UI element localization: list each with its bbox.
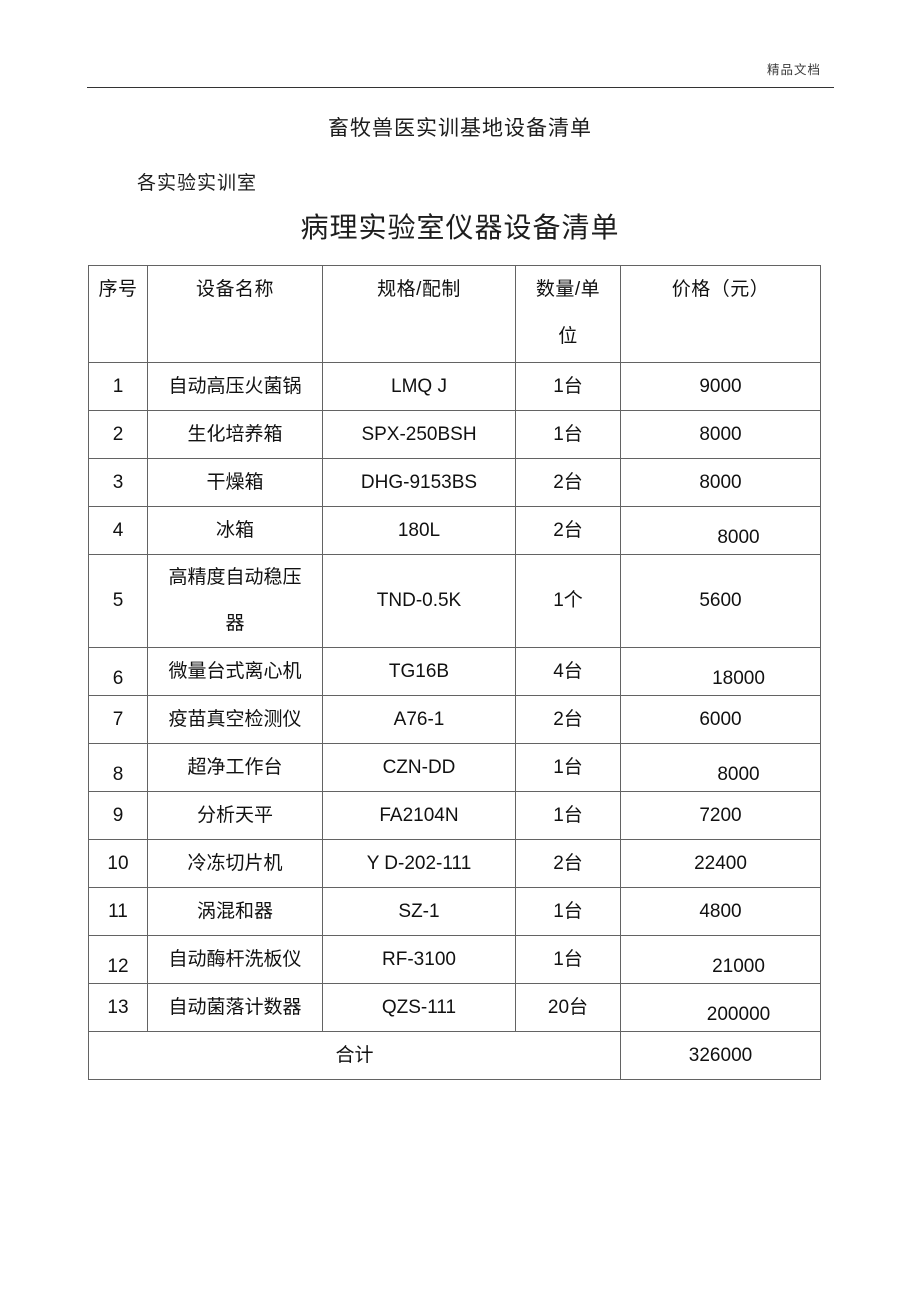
spec-cell: A76-1: [322, 695, 516, 744]
table-row: 11 涡混和器 SZ-1 1台 4800: [88, 887, 821, 936]
table-row: 12 自动酶杆洗板仪 RF-3100 1台 21000: [88, 935, 821, 984]
table-row: 9 分析天平 FA2104N 1台 7200: [88, 791, 821, 840]
header-cell-name: 设备名称: [147, 265, 323, 363]
spec-cell: 180L: [322, 506, 516, 555]
table-row: 3 干燥箱 DHG-9153BS 2台 8000: [88, 458, 821, 507]
row-index-cell: 3: [88, 458, 148, 507]
spec-cell: SPX-250BSH: [322, 410, 516, 459]
quantity-cell: 2台: [515, 458, 621, 507]
total-row: 合计 326000: [88, 1031, 821, 1080]
header-cell-index: 序号: [88, 265, 148, 363]
quantity-cell: 1台: [515, 887, 621, 936]
price-cell: 4800: [620, 887, 821, 936]
spec-cell: RF-3100: [322, 935, 516, 984]
total-price-cell: 326000: [620, 1031, 821, 1080]
table-row: 5 高精度自动稳压 器 TND-0.5K 1个 5600: [88, 554, 821, 648]
spec-cell: QZS-111: [322, 983, 516, 1032]
device-name-cell: 高精度自动稳压 器: [147, 554, 323, 648]
price-cell: 18000: [620, 647, 821, 696]
row-index-cell: 1: [88, 362, 148, 411]
row-index-cell: 9: [88, 791, 148, 840]
price-cell: 8000: [620, 506, 821, 555]
section-label: 各实验实训室: [137, 173, 258, 194]
price-cell: 200000: [620, 983, 821, 1032]
device-name-cell: 超净工作台: [147, 743, 323, 792]
table-row: 1 自动高压火菌锅 LMQ J 1台 9000: [88, 362, 821, 411]
spec-cell: SZ-1: [322, 887, 516, 936]
equipment-table-body: 1 自动高压火菌锅 LMQ J 1台 9000 2 生化培养箱 SPX-250BSH 1台 800…: [88, 362, 821, 1032]
spec-cell: FA2104N: [322, 791, 516, 840]
quantity-cell: 1台: [515, 791, 621, 840]
total-label-cell: 合计: [88, 1031, 621, 1080]
header-cell-price: 价格（元）: [620, 265, 821, 363]
table-header: 序号 设备名称 规格/配制 数量/单 位 价格（元）: [88, 265, 821, 363]
price-cell: 7200: [620, 791, 821, 840]
row-index-cell: 5: [88, 554, 148, 648]
header-cell-quantity: 数量/单 位: [515, 265, 621, 363]
table-row: 13 自动菌落计数器 QZS-111 20台 200000: [88, 983, 821, 1032]
table-title: 病理实验室仪器设备清单: [300, 212, 620, 243]
device-name-cell: 分析天平: [147, 791, 323, 840]
doc-title: 畜牧兽医实训基地设备清单: [328, 117, 592, 140]
device-name-cell: 自动高压火菌锅: [147, 362, 323, 411]
row-index-cell: 12: [88, 935, 148, 984]
table-row: 7 疫苗真空检测仪 A76-1 2台 6000: [88, 695, 821, 744]
price-cell: 22400: [620, 839, 821, 888]
spec-cell: TG16B: [322, 647, 516, 696]
device-name-cell: 生化培养箱: [147, 410, 323, 459]
row-index-cell: 13: [88, 983, 148, 1032]
row-index-cell: 7: [88, 695, 148, 744]
spec-cell: TND-0.5K: [322, 554, 516, 648]
device-name-cell: 微量台式离心机: [147, 647, 323, 696]
quantity-cell: 2台: [515, 839, 621, 888]
row-index-cell: 6: [88, 647, 148, 696]
device-name-cell: 自动酶杆洗板仪: [147, 935, 323, 984]
equipment-table: 序号 设备名称 规格/配制 数量/单 位 价格（元） 1 自动高压火菌锅 LMQ J…: [88, 265, 821, 1080]
device-name-cell: 涡混和器: [147, 887, 323, 936]
price-cell: 8000: [620, 743, 821, 792]
price-cell: 6000: [620, 695, 821, 744]
header-rule: [87, 87, 834, 88]
table-footer: 合计 326000: [88, 1031, 821, 1080]
spec-cell: CZN-DD: [322, 743, 516, 792]
spec-cell: DHG-9153BS: [322, 458, 516, 507]
quantity-cell: 4台: [515, 647, 621, 696]
watermark-label: 精品文档: [766, 63, 821, 77]
table-row: 6 微量台式离心机 TG16B 4台 18000: [88, 647, 821, 696]
quantity-cell: 2台: [515, 506, 621, 555]
quantity-cell: 1个: [515, 554, 621, 648]
row-index-cell: 4: [88, 506, 148, 555]
table-row: 8 超净工作台 CZN-DD 1台 8000: [88, 743, 821, 792]
device-name-cell: 疫苗真空检测仪: [147, 695, 323, 744]
table-row: 10 冷冻切片机 Y D-202-111 2台 22400: [88, 839, 821, 888]
device-name-cell: 冰箱: [147, 506, 323, 555]
device-name-cell: 冷冻切片机: [147, 839, 323, 888]
quantity-cell: 1台: [515, 410, 621, 459]
row-index-cell: 11: [88, 887, 148, 936]
table-row: 4 冰箱 180L 2台 8000: [88, 506, 821, 555]
quantity-cell: 1台: [515, 362, 621, 411]
quantity-cell: 20台: [515, 983, 621, 1032]
price-cell: 21000: [620, 935, 821, 984]
device-name-cell: 干燥箱: [147, 458, 323, 507]
price-cell: 8000: [620, 410, 821, 459]
row-index-cell: 2: [88, 410, 148, 459]
spec-cell: Y D-202-111: [322, 839, 516, 888]
price-cell: 5600: [620, 554, 821, 648]
row-index-cell: 10: [88, 839, 148, 888]
spec-cell: LMQ J: [322, 362, 516, 411]
price-cell: 8000: [620, 458, 821, 507]
table-row: 2 生化培养箱 SPX-250BSH 1台 8000: [88, 410, 821, 459]
quantity-cell: 2台: [515, 695, 621, 744]
table-header-row: 序号 设备名称 规格/配制 数量/单 位 价格（元）: [88, 265, 821, 363]
price-cell: 9000: [620, 362, 821, 411]
quantity-cell: 1台: [515, 743, 621, 792]
header-cell-spec: 规格/配制: [322, 265, 516, 363]
quantity-cell: 1台: [515, 935, 621, 984]
device-name-cell: 自动菌落计数器: [147, 983, 323, 1032]
row-index-cell: 8: [88, 743, 148, 792]
